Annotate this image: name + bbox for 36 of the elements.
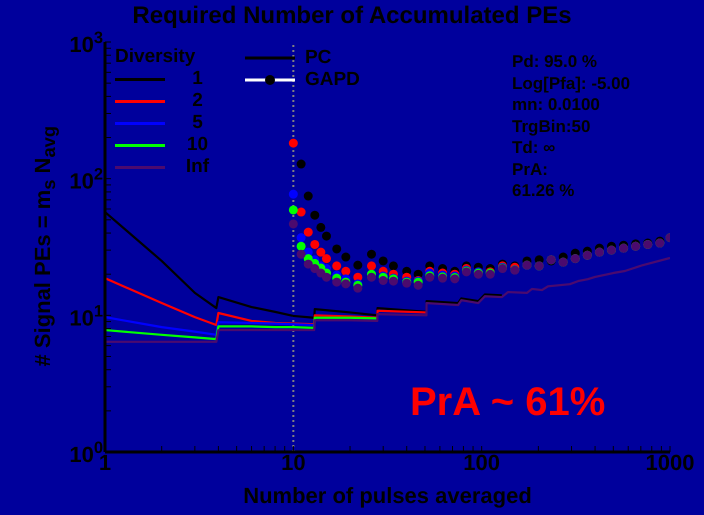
annotation: PrA:	[512, 158, 549, 180]
x-axis-title: Number of pulses averaged	[242, 483, 533, 509]
legend-label: 10	[186, 134, 210, 156]
point	[353, 260, 362, 270]
y-tick-label: 10$^{1}$	[69, 302, 103, 330]
point	[378, 256, 388, 266]
x-tick-label: 10	[281, 450, 306, 475]
point	[341, 266, 350, 276]
legend-title: Diversity	[115, 46, 196, 68]
point	[378, 276, 388, 285]
chart-title: Required Number of Accumulated PEs	[131, 2, 573, 30]
annotation: PC	[305, 47, 332, 69]
x-tick-label: 1000	[646, 450, 694, 475]
point	[341, 252, 350, 262]
legend-label: GAPD	[305, 69, 360, 91]
annotation: PrA ~ 61%	[410, 380, 606, 425]
point	[366, 250, 376, 259]
legend-label: 2	[191, 90, 204, 112]
point	[414, 280, 423, 290]
point	[353, 284, 362, 293]
legend-label: 1	[191, 68, 204, 90]
x-tick-label: 100	[463, 450, 500, 475]
annotation: Pd: 95.0 %	[512, 51, 598, 72]
legend-label: 5	[191, 112, 204, 134]
y-tick-label: 10$^{3}$	[69, 29, 103, 57]
annotation: 61.26 %	[512, 180, 576, 202]
point	[388, 261, 398, 270]
annotation: mn: 0.0100	[512, 94, 601, 116]
annotation: Td: ∞	[512, 137, 556, 158]
y-tick-label: 10$^{2}$	[69, 166, 103, 194]
point	[366, 272, 376, 282]
legend-label: Inf	[184, 156, 210, 178]
annotation: Log[Pfa]: -5.00	[512, 72, 630, 94]
annotation: TrgBin:50	[512, 116, 592, 137]
point	[366, 261, 376, 270]
point	[388, 276, 398, 286]
